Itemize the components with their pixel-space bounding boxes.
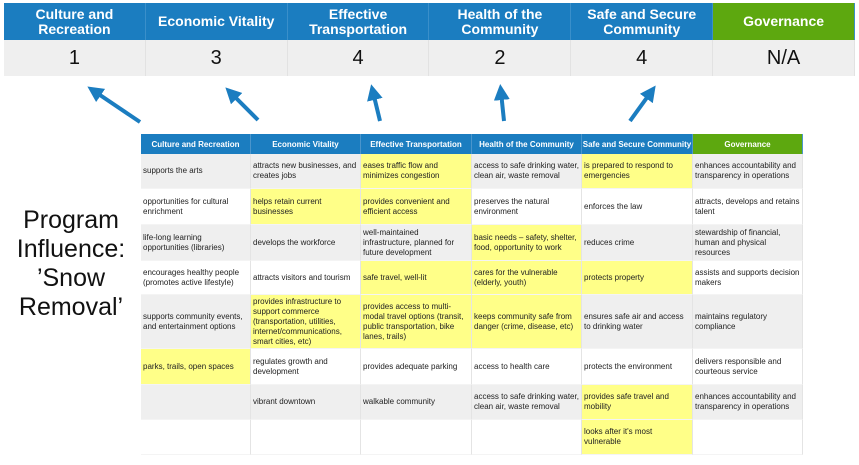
table-cell: reduces crime: [582, 225, 693, 261]
table-cell: delivers responsible and courteous servi…: [693, 349, 803, 385]
summary-scores: Culture and Recreation 1 Economic Vitality…: [4, 3, 855, 76]
table-cell-highlighted: provides access to multi-modal travel op…: [361, 295, 472, 349]
table-cell-highlighted: safe travel, well-lit: [361, 261, 472, 295]
arrow-economic: [225, 87, 260, 122]
table-cell-highlighted: keeps community safe from danger (crime,…: [472, 295, 582, 349]
table-header: Culture and Recreation: [141, 134, 251, 154]
table-cell: stewardship of financial, human and phys…: [693, 225, 803, 261]
table-cell: access to safe drinking water, clean air…: [472, 385, 582, 420]
table-cell-highlighted: provides safe travel and mobility: [582, 385, 693, 420]
table-cell: provides adequate parking: [361, 349, 472, 385]
table-cell-highlighted: parks, trails, open spaces: [141, 349, 251, 385]
table-cell-highlighted: cares for the vulnerable (elderly, youth…: [472, 261, 582, 295]
table-cell-highlighted: basic needs – safety, shelter, food, opp…: [472, 225, 582, 261]
summary-score: 1: [4, 40, 146, 76]
influence-table: Culture and Recreation Economic Vitality E…: [141, 134, 803, 455]
arrow-health: [493, 84, 510, 122]
summary-header: Effective Transportation: [287, 3, 430, 40]
table-cell: preserves the natural environment: [472, 189, 582, 225]
table-cell: life-long learning opportunities (librar…: [141, 225, 251, 261]
table-cell: attracts new businesses, and creates job…: [251, 154, 361, 189]
table-cell: opportunities for cultural enrichment: [141, 189, 251, 225]
summary-header: Governance: [713, 3, 855, 40]
table-cell: maintains regulatory compliance: [693, 295, 803, 349]
table-cell: develops the workforce: [251, 225, 361, 261]
table-cell: enhances accountability and transparency…: [693, 385, 803, 420]
table-cell: supports the arts: [141, 154, 251, 189]
table-cell: access to health care: [472, 349, 582, 385]
table-cell: enhances accountability and transparency…: [693, 154, 803, 189]
table-cell: [472, 420, 582, 455]
table-cell: regulates growth and development: [251, 349, 361, 385]
table-header: Health of the Community: [472, 134, 582, 154]
table-cell: attracts visitors and tourism: [251, 261, 361, 295]
summary-score: 4: [287, 40, 430, 76]
table-cell-highlighted: protects property: [582, 261, 693, 295]
table-cell: [361, 420, 472, 455]
program-influence-label: Program Influence: ’Snow Removal’: [16, 206, 126, 321]
table-cell: [141, 420, 251, 455]
table-cell: [251, 420, 361, 455]
summary-header: Culture and Recreation: [4, 3, 146, 40]
table-header: Effective Transportation: [361, 134, 472, 154]
table-cell: vibrant downtown: [251, 385, 361, 420]
table-cell-highlighted: eases traffic flow and minimizes congest…: [361, 154, 472, 189]
summary-score: 3: [145, 40, 288, 76]
table-cell: supports community events, and entertain…: [141, 295, 251, 349]
table-cell-highlighted: is prepared to respond to emergencies: [582, 154, 693, 189]
summary-score: N/A: [713, 40, 855, 76]
table-header: Governance: [693, 134, 803, 154]
summary-score: 2: [429, 40, 572, 76]
table-cell-highlighted: provides convenient and efficient access: [361, 189, 472, 225]
table-cell: [693, 420, 803, 455]
summary-header: Safe and Secure Community: [571, 3, 714, 40]
table-header: Safe and Secure Community: [582, 134, 693, 154]
summary-header: Economic Vitality: [145, 3, 288, 40]
arrow-safe: [628, 85, 656, 123]
table-cell: ensures safe air and access to drinking …: [582, 295, 693, 349]
table-cell: attracts, develops and retains talent: [693, 189, 803, 225]
table-cell-highlighted: provides infrastructure to support comme…: [251, 295, 361, 349]
table-header: Economic Vitality: [251, 134, 361, 154]
table-cell-highlighted: looks after it's most vulnerable: [582, 420, 693, 455]
table-cell-highlighted: helps retain current businesses: [251, 189, 361, 225]
table-cell: access to safe drinking water, clean air…: [472, 154, 582, 189]
table-cell: enforces the law: [582, 189, 693, 225]
table-cell: walkable community: [361, 385, 472, 420]
arrow-transportation: [367, 84, 383, 122]
table-cell: protects the environment: [582, 349, 693, 385]
table-cell: well-maintained infrastructure, planned …: [361, 225, 472, 261]
summary-header: Health of the Community: [429, 3, 572, 40]
summary-score: 4: [571, 40, 714, 76]
arrow-culture: [87, 86, 142, 124]
table-cell: assists and supports decision makers: [693, 261, 803, 295]
table-cell: [141, 385, 251, 420]
table-cell: encourages healthy people (promotes acti…: [141, 261, 251, 295]
